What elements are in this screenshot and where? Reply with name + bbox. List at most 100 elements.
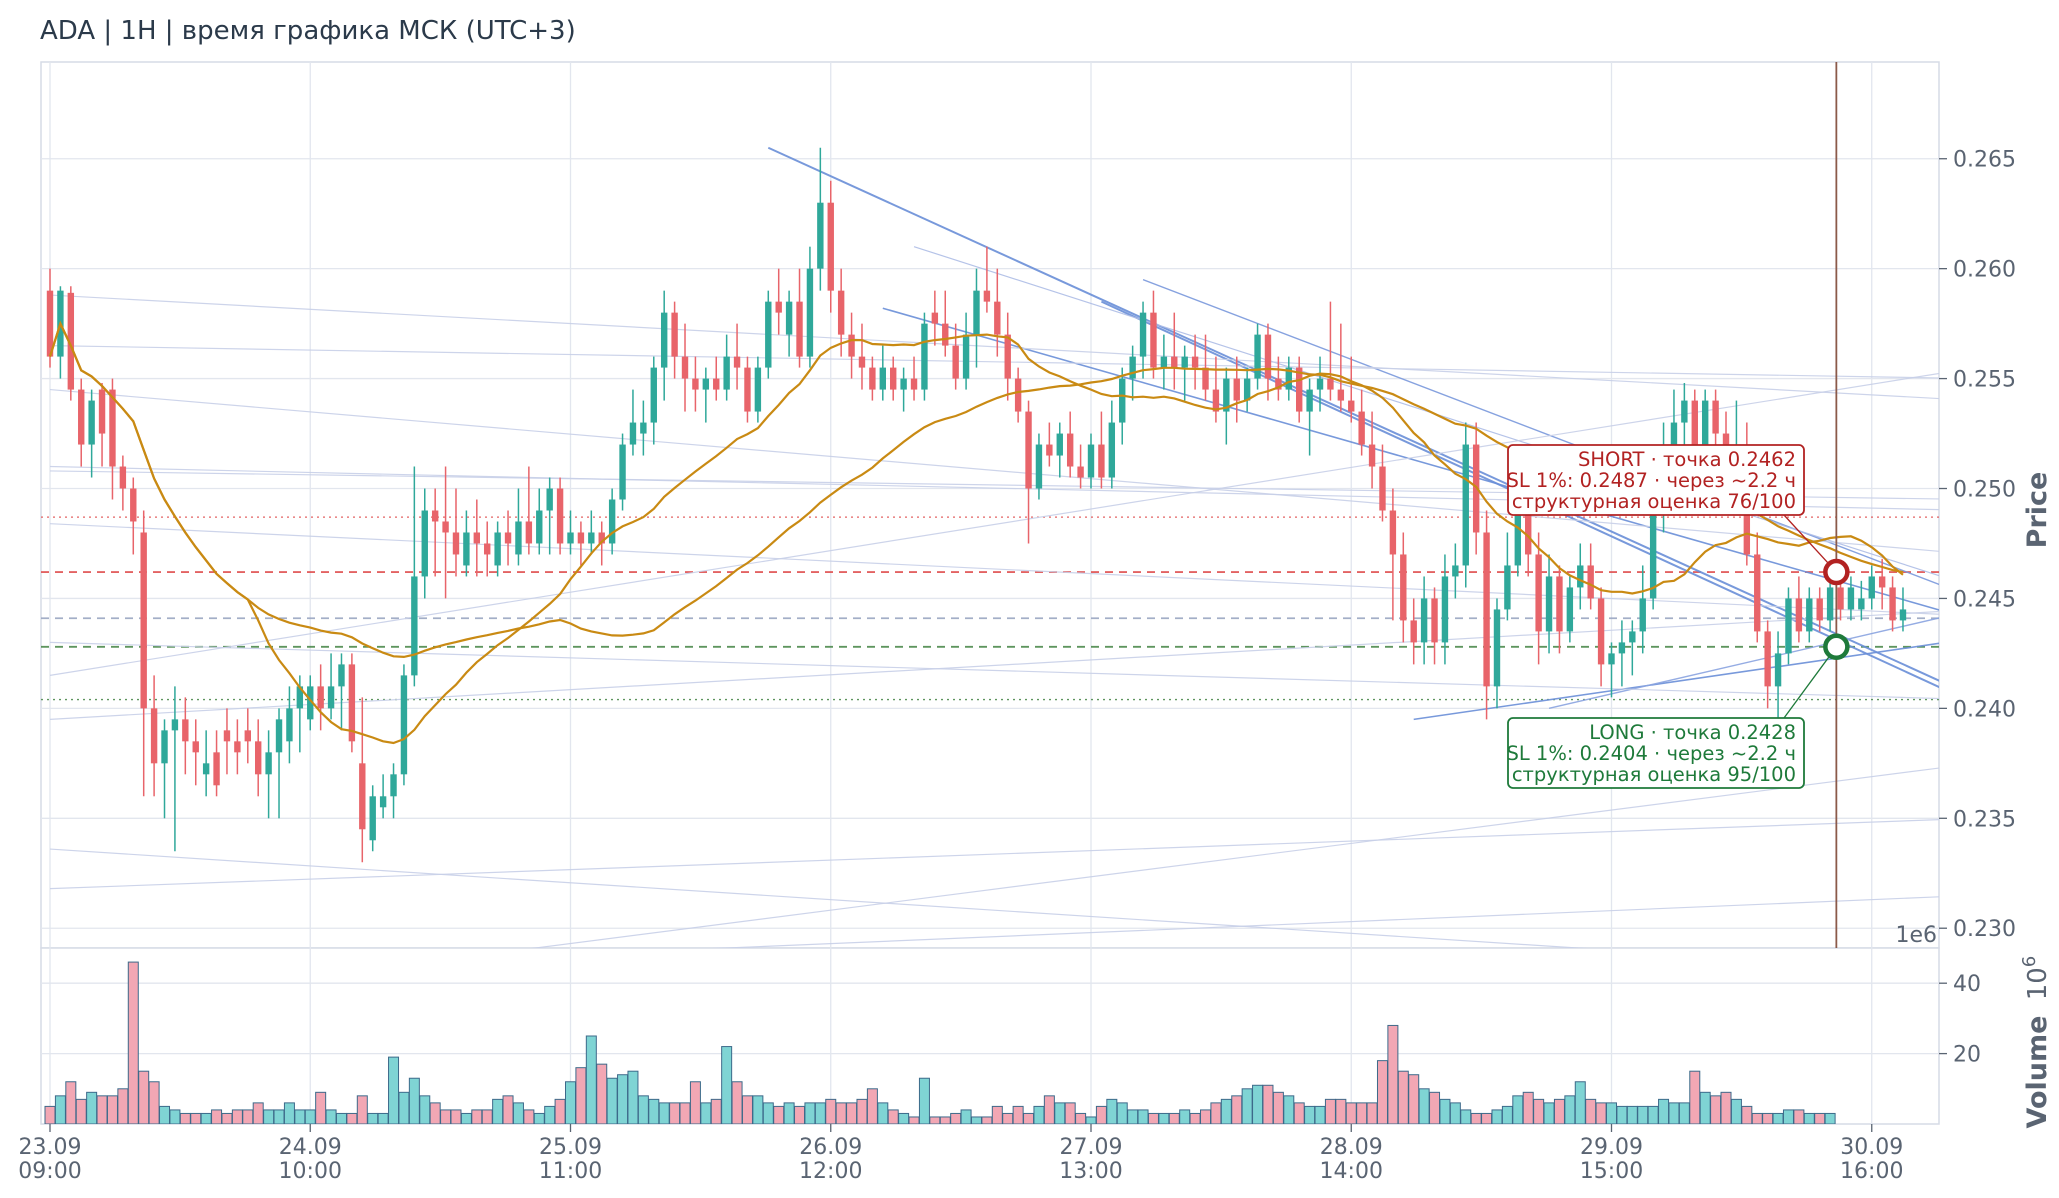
- volume-bar: [1501, 1105, 1513, 1124]
- volume-bar: [1616, 1105, 1628, 1124]
- volume-bar: [1470, 1112, 1482, 1124]
- trendline: [49, 523, 1939, 615]
- volume-bar: [377, 1112, 389, 1124]
- candle-body: [213, 752, 220, 786]
- candle-body: [723, 356, 730, 390]
- volume-bar: [325, 1109, 337, 1124]
- volume-bar: [1397, 1070, 1409, 1124]
- candle-body: [88, 400, 95, 445]
- trendline: [49, 641, 1939, 700]
- volume-bar: [1314, 1105, 1326, 1124]
- volume-bar: [1376, 1060, 1388, 1124]
- candle-body: [484, 543, 491, 555]
- candle-body: [1878, 576, 1886, 588]
- volume-bar: [575, 1067, 587, 1124]
- candle-body: [1400, 554, 1407, 621]
- volume-bar: [440, 1109, 452, 1124]
- volume-bar: [887, 1109, 899, 1124]
- candle-body: [1514, 510, 1522, 566]
- volume-bar: [731, 1081, 743, 1124]
- time-tick-time: 10:00: [279, 1159, 342, 1184]
- signal-box: [1507, 444, 1805, 516]
- candle-body: [1701, 400, 1709, 445]
- candle-body: [796, 301, 803, 357]
- volume-bar: [263, 1109, 275, 1124]
- candle-body: [577, 532, 585, 544]
- candle-body: [223, 730, 231, 742]
- volume-bar: [367, 1112, 379, 1124]
- volume-bar: [981, 1116, 993, 1124]
- candle-body: [1608, 653, 1615, 665]
- volume-bar: [898, 1112, 910, 1124]
- candle-body: [109, 389, 116, 467]
- volume-bar: [533, 1112, 545, 1124]
- time-tick-time: 16:00: [1840, 1159, 1903, 1184]
- volume-bar: [1481, 1112, 1493, 1124]
- price-tick-label: 0.265: [1953, 148, 2016, 173]
- volume-bar: [1064, 1102, 1076, 1124]
- candle-body: [473, 532, 481, 544]
- price-tick-label: 0.255: [1953, 368, 2016, 393]
- volume-bar: [929, 1116, 941, 1124]
- volume-bar: [1106, 1098, 1118, 1124]
- candle-body: [869, 367, 876, 390]
- candle-body: [640, 422, 647, 434]
- candle-body: [130, 488, 137, 522]
- candle-body: [1452, 565, 1459, 577]
- volume-bar: [117, 1088, 129, 1124]
- volume-bar: [1262, 1084, 1274, 1124]
- volume-bar: [231, 1109, 243, 1124]
- volume-bar: [939, 1116, 951, 1124]
- volume-bar: [1512, 1095, 1524, 1124]
- price-tick-label: 0.260: [1953, 258, 2016, 283]
- volume-bar: [1543, 1102, 1555, 1124]
- candle-body: [1618, 642, 1626, 654]
- candle-body: [286, 708, 293, 742]
- candle-body: [1077, 466, 1084, 478]
- volume-bar: [159, 1105, 171, 1124]
- candle-body: [452, 532, 460, 555]
- volume-bar: [700, 1102, 712, 1124]
- volume-bar: [918, 1077, 930, 1124]
- volume-panel: [40, 947, 1940, 1125]
- candle-body: [1098, 444, 1105, 478]
- volume-bar: [492, 1098, 504, 1124]
- volume-bar: [1449, 1102, 1461, 1124]
- volume-bar: [1460, 1109, 1472, 1124]
- volume-tick-label: 20: [1953, 1043, 1981, 1068]
- volume-bar: [1210, 1102, 1222, 1124]
- candle-body: [46, 290, 54, 357]
- volume-bar: [783, 1102, 795, 1124]
- candle-body: [1243, 378, 1251, 401]
- volume-bar: [242, 1109, 254, 1124]
- candle-body: [1254, 334, 1261, 379]
- candle-body: [546, 488, 553, 511]
- time-tick-date: 24.09: [279, 1135, 342, 1160]
- signal-leader-line: [1783, 646, 1837, 719]
- candle-body: [942, 323, 949, 346]
- signal-text: SHORT · точка 0.2462: [1578, 448, 1796, 471]
- candle-body: [962, 334, 970, 379]
- volume-bar: [96, 1095, 108, 1124]
- volume-bar: [221, 1112, 233, 1124]
- candle-body: [1816, 598, 1823, 621]
- candle-body: [1191, 356, 1199, 368]
- volume-bar: [773, 1105, 785, 1124]
- candle-body: [1587, 565, 1594, 599]
- volume-bar: [1658, 1098, 1670, 1124]
- chart-title: ADA | 1H | время графика МСК (UTC+3): [40, 16, 576, 46]
- candle-body: [515, 521, 522, 555]
- volume-bar: [1054, 1102, 1066, 1124]
- volume-bar: [502, 1095, 514, 1124]
- signal-text: SL 1%: 0.2487 · через ~2.2 ч: [1506, 469, 1796, 492]
- candle-body: [338, 664, 345, 687]
- candle-body: [858, 356, 866, 368]
- price-tick-label: 0.240: [1953, 697, 2016, 722]
- volume-bar: [1127, 1109, 1139, 1124]
- volume-bar: [1189, 1112, 1201, 1124]
- candle-body: [1327, 378, 1334, 390]
- volume-bar: [1116, 1102, 1128, 1124]
- candle-body: [1837, 587, 1844, 610]
- candle-body: [1264, 334, 1272, 379]
